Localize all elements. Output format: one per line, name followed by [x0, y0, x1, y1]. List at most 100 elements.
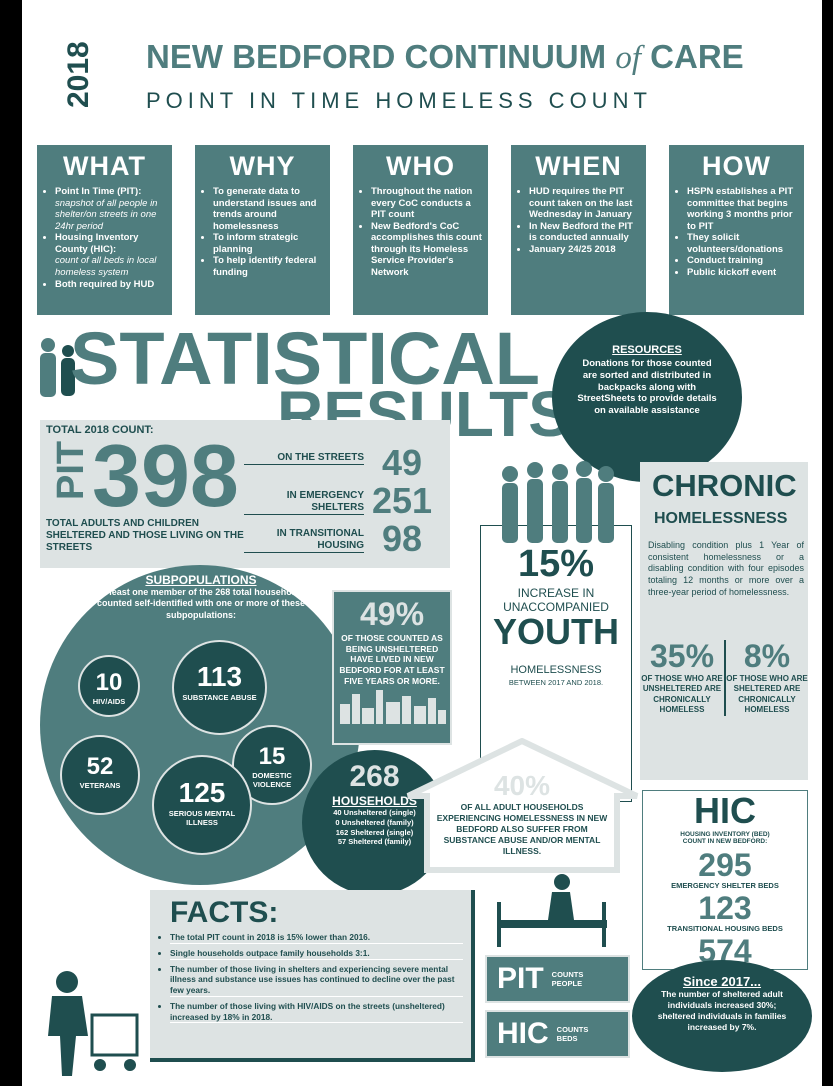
infographic: 2018 NEW BEDFORD CONTINUUM of CARE POINT…	[22, 0, 822, 1086]
shape	[124, 1059, 136, 1071]
subpop-text: At least one member of the 268 total hou…	[96, 587, 306, 621]
panel: NEW BEDFORD CONTINUUM of CARE	[146, 38, 744, 77]
subpop-value: 113	[174, 661, 265, 693]
chronic-text: Disabling condition plus 1 Year of consi…	[648, 540, 804, 598]
hic-value: 295	[643, 849, 807, 881]
youth-text: BETWEEN 2017 AND 2018.	[480, 678, 632, 687]
column-item: Conduct training	[687, 255, 798, 267]
column-item: Housing Inventory County (HIC):count of …	[55, 232, 166, 278]
shape	[502, 466, 518, 482]
shape	[428, 698, 436, 724]
youth-silhouettes	[480, 460, 632, 545]
legend-text: COUNTS BEDS	[557, 1025, 597, 1043]
column-item: Throughout the nation every CoC conducts…	[371, 186, 482, 221]
shape	[352, 694, 360, 724]
column-item: To help identify federal funding	[213, 255, 324, 278]
column-item: January 24/25 2018	[529, 244, 640, 256]
column-list: Throughout the nation every CoC conducts…	[359, 186, 482, 279]
facts-title: FACTS:	[170, 896, 463, 930]
skyline	[338, 686, 448, 724]
item-text: Housing Inventory County (HIC):	[55, 232, 138, 255]
subpop-label: VETERANS	[62, 781, 138, 790]
shape	[502, 483, 518, 543]
residency-text: OF THOSE COUNTED AS BEING UNSHELTERED HA…	[338, 633, 446, 686]
column-heading: WHY	[201, 151, 324, 182]
body: 2018 NEW BEDFORD CONTINUUM of CARE POINT…	[0, 0, 833, 1086]
subpop-label: HIV/AIDS	[80, 697, 138, 706]
hic-subtitle: HOUSING INVENTORY (BED) COUNT IN NEW BED…	[643, 829, 807, 847]
info-column: WHATPoint In Time (PIT):snapshot of all …	[37, 145, 172, 315]
fact-item: Single households outpace family househo…	[170, 948, 463, 960]
legend-text: COUNTS PEOPLE	[552, 970, 592, 988]
shape	[414, 706, 426, 724]
shape	[438, 710, 446, 724]
shape	[362, 708, 374, 724]
item-text: To generate data to understand issues an…	[213, 186, 316, 232]
subpop-value: 125	[154, 777, 250, 809]
column-item: To inform strategic planning	[213, 232, 324, 255]
shape	[576, 461, 592, 477]
since-text: The number of sheltered adult individual…	[648, 989, 796, 1033]
pit-total: 398	[92, 432, 239, 520]
item-text: They solicit volunteers/donations	[687, 232, 783, 255]
panel: 49% OF THOSE COUNTED AS BEING UNSHELTERE…	[332, 590, 452, 745]
info-column: HOW HSPN establishes a PIT committee that…	[669, 145, 804, 315]
legend-abbr: HIC	[497, 1017, 549, 1051]
since-title: Since 2017...	[648, 974, 796, 989]
column-item: In New Bedford the PIT is conducted annu…	[529, 221, 640, 244]
column-item: HUD requires the PIT count taken on the …	[529, 186, 640, 221]
column-list: To generate data to understand issues an…	[201, 186, 324, 279]
item-text: New Bedford's CoC accomplishes this coun…	[371, 221, 482, 278]
chronic-stat-text: OF THOSE WHO ARE SHELTERED ARE CHRONICAL…	[726, 674, 808, 716]
subpop-value: 15	[234, 743, 310, 771]
resources-text: Donations for those counted are sorted a…	[574, 358, 720, 417]
item-text: To help identify federal funding	[213, 255, 316, 278]
shape	[41, 338, 55, 352]
shape	[502, 461, 614, 543]
title-of: of	[615, 40, 641, 76]
info-column: WHY To generate data to understand issues…	[195, 145, 330, 315]
column-item: Both required by HUD	[55, 279, 166, 291]
column-heading: WHO	[359, 151, 482, 182]
fact-item: The number of those living in shelters a…	[170, 964, 463, 997]
panel: Since 2017... The number of sheltered ad…	[632, 960, 812, 1072]
subpop-label: SUBSTANCE ABUSE	[174, 693, 265, 702]
chronic-stat: 8%OF THOSE WHO ARE SHELTERED ARE CHRONIC…	[724, 640, 808, 716]
shape	[386, 702, 400, 724]
chronic-stat: 35%OF THOSE WHO ARE UNSHELTERED ARE CHRO…	[640, 640, 724, 716]
youth-big: YOUTH	[480, 614, 632, 650]
item-note: count of all beds in local homeless syst…	[55, 255, 166, 278]
breakdown-value: 98	[362, 518, 442, 560]
column-list: Point In Time (PIT):snapshot of all peop…	[43, 186, 166, 290]
chronic-pct: 8%	[726, 640, 808, 672]
shape	[48, 996, 88, 1076]
item-text: HSPN establishes a PIT committee that be…	[687, 186, 793, 232]
shape	[497, 874, 607, 947]
hic-label: TRANSITIONAL HOUSING BEDS	[643, 924, 807, 933]
shape	[340, 704, 350, 724]
panel: HIC HOUSING INVENTORY (BED) COUNT IN NEW…	[642, 790, 808, 970]
item-text: To inform strategic planning	[213, 232, 298, 255]
shape	[94, 1059, 106, 1071]
pit-caption: TOTAL ADULTS AND CHILDREN SHELTERED AND …	[46, 518, 251, 554]
panel: FACTS: The total PIT count in 2018 is 15…	[150, 890, 475, 1062]
subpop-label: SERIOUS MENTAL ILLNESS	[154, 809, 250, 827]
shape	[554, 874, 570, 890]
column-heading: HOW	[675, 151, 798, 182]
substance-text: OF ALL ADULT HOUSEHOLDS EXPERIENCING HOM…	[432, 802, 612, 857]
year: 2018	[62, 41, 96, 108]
residency-pct: 49%	[338, 596, 446, 633]
item-text: Both required by HUD	[55, 279, 154, 290]
chronic-title: CHRONIC	[652, 468, 797, 504]
column-item: They solicit volunteers/donations	[687, 232, 798, 255]
panel: RESOURCES Donations for those counted ar…	[552, 312, 742, 482]
hic-title: HIC	[643, 793, 807, 829]
shape	[598, 466, 614, 482]
breakdown-value: 251	[362, 480, 442, 522]
shape	[92, 1015, 137, 1055]
breakdown-label: ON THE STREETS	[244, 452, 364, 465]
column-list: HSPN establishes a PIT committee that be…	[675, 186, 798, 279]
column-item: Point In Time (PIT):snapshot of all peop…	[55, 186, 166, 232]
youth-text: INCREASE IN	[480, 586, 632, 600]
